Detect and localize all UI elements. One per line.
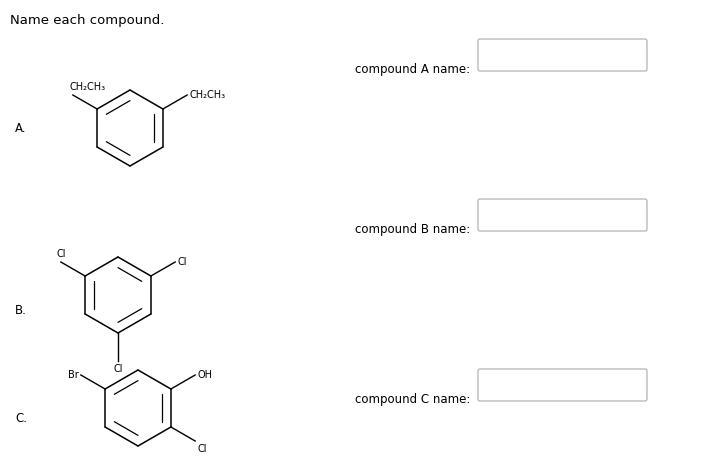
- Text: B.: B.: [15, 303, 27, 317]
- Text: OH: OH: [197, 370, 212, 380]
- Text: compound A name:: compound A name:: [355, 62, 470, 75]
- Text: Cl: Cl: [56, 249, 65, 259]
- Text: compound C name:: compound C name:: [355, 392, 471, 405]
- Text: C.: C.: [15, 412, 27, 425]
- Text: CH₂CH₃: CH₂CH₃: [70, 82, 106, 92]
- FancyBboxPatch shape: [478, 39, 647, 71]
- FancyBboxPatch shape: [478, 369, 647, 401]
- Text: Cl: Cl: [197, 444, 207, 454]
- Text: Cl: Cl: [177, 257, 187, 267]
- Text: Cl: Cl: [113, 364, 123, 374]
- Text: Name each compound.: Name each compound.: [10, 14, 164, 27]
- FancyBboxPatch shape: [478, 199, 647, 231]
- Text: CH₂CH₃: CH₂CH₃: [189, 90, 225, 100]
- Text: compound B name:: compound B name:: [355, 223, 470, 235]
- Text: A.: A.: [15, 122, 26, 134]
- Text: Br: Br: [68, 370, 79, 380]
